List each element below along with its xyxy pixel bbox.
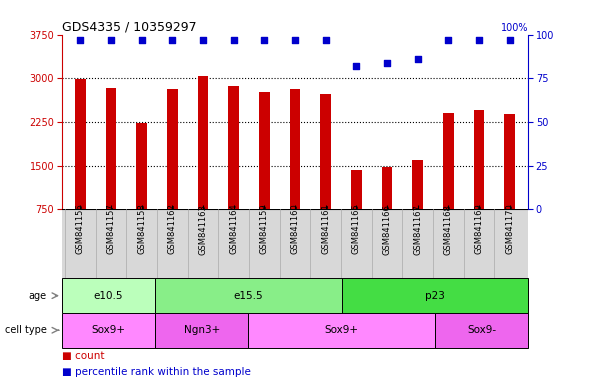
Text: ■ count: ■ count: [62, 351, 104, 361]
Bar: [62, 313, 155, 348]
Bar: [474, 110, 484, 209]
Text: p23: p23: [425, 291, 445, 301]
Bar: [62, 278, 155, 313]
Point: [168, 37, 177, 43]
Point: [474, 37, 484, 43]
Text: Sox9-: Sox9-: [467, 325, 496, 335]
Bar: [198, 76, 208, 209]
Bar: [435, 313, 528, 348]
Text: age: age: [28, 291, 47, 301]
Bar: [167, 89, 178, 209]
Point: [290, 37, 300, 43]
Text: Ngn3+: Ngn3+: [183, 325, 220, 335]
Point: [137, 37, 146, 43]
Text: ■ percentile rank within the sample: ■ percentile rank within the sample: [62, 367, 251, 377]
Point: [106, 37, 116, 43]
Text: 100%: 100%: [500, 23, 528, 33]
Bar: [290, 89, 300, 209]
Bar: [351, 170, 362, 209]
Bar: [259, 92, 270, 209]
Bar: [155, 278, 342, 313]
Point: [382, 60, 392, 66]
Point: [76, 37, 85, 43]
Bar: [136, 123, 147, 209]
Bar: [412, 161, 423, 209]
Bar: [342, 278, 528, 313]
Bar: [320, 94, 331, 209]
Point: [198, 37, 208, 43]
Bar: [228, 86, 239, 209]
Text: e10.5: e10.5: [94, 291, 123, 301]
Text: e15.5: e15.5: [234, 291, 263, 301]
Point: [444, 37, 453, 43]
Point: [505, 37, 514, 43]
Text: Sox9+: Sox9+: [324, 325, 359, 335]
Point: [321, 37, 330, 43]
Point: [229, 37, 238, 43]
Bar: [75, 79, 86, 209]
Point: [413, 56, 422, 62]
Bar: [382, 167, 392, 209]
Text: Sox9+: Sox9+: [91, 325, 126, 335]
Text: cell type: cell type: [5, 325, 47, 335]
Point: [352, 63, 361, 69]
Bar: [155, 313, 248, 348]
Point: [260, 37, 269, 43]
Bar: [504, 114, 515, 209]
Bar: [248, 313, 435, 348]
Bar: [443, 113, 454, 209]
Text: GDS4335 / 10359297: GDS4335 / 10359297: [62, 20, 196, 33]
Bar: [106, 88, 116, 209]
